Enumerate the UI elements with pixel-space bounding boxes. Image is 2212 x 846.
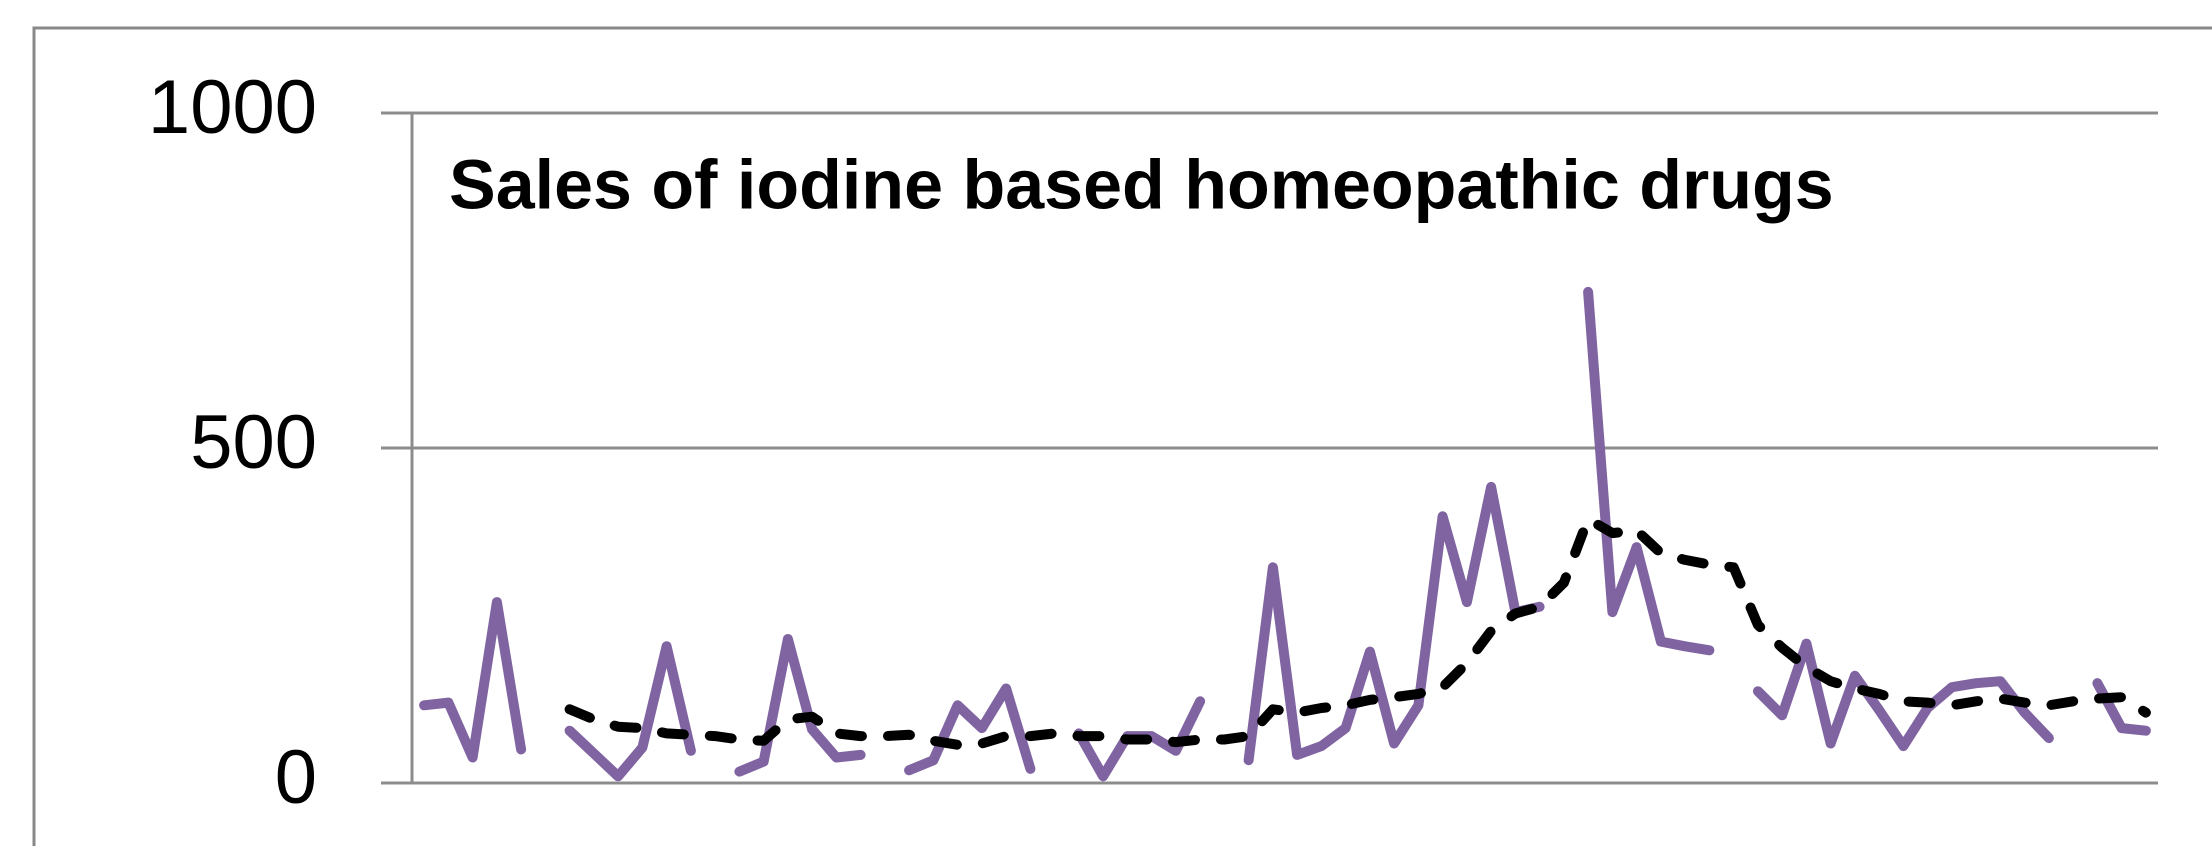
trend-line	[564, 514, 2151, 750]
chart-title: Sales of iodine based homeopathic drugs	[449, 145, 1834, 223]
y-tick-label: 1000	[148, 65, 317, 150]
y-tick-label: 0	[275, 735, 317, 820]
chart-frame	[32, 26, 2212, 846]
y-tick-label: 500	[190, 400, 317, 485]
series-line	[419, 286, 2151, 782]
